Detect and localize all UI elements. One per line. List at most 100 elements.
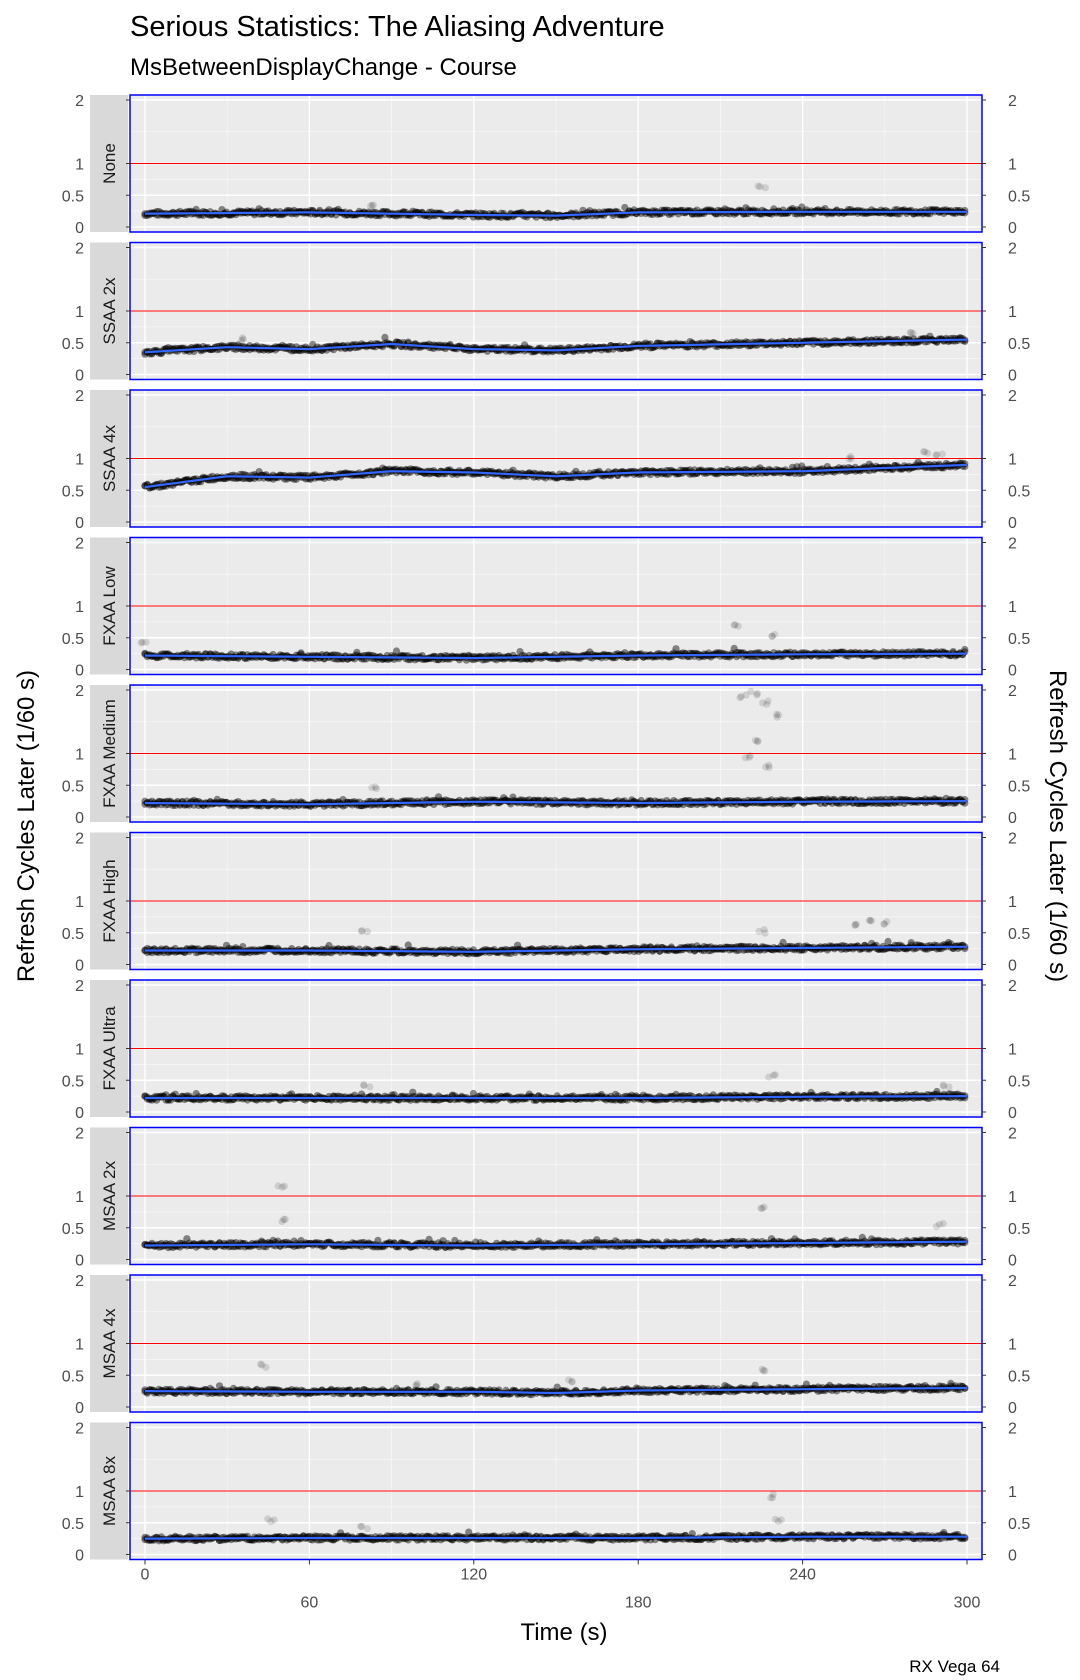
outlier-point (754, 182, 762, 190)
outlier-point (772, 710, 781, 719)
data-point (821, 205, 829, 213)
chart-title: Serious Statistics: The Aliasing Adventu… (130, 11, 665, 43)
y-tick-label-right: 1 (1008, 599, 1017, 616)
y-tick-label-right: 0.5 (1008, 926, 1030, 943)
data-point (334, 205, 342, 213)
outlier-point (919, 448, 928, 456)
y-tick-label-left: 0.5 (62, 631, 84, 648)
y-tick-label-left: 2 (75, 536, 84, 553)
y-tick-label-left: 2 (75, 831, 84, 848)
y-tick-label-left: 1 (75, 894, 84, 911)
y-tick-label-right: 2 (1008, 241, 1017, 258)
y-tick-label-left: 2 (75, 93, 84, 110)
y-tick-label-left: 1 (75, 157, 84, 174)
y-tick-label-right: 1 (1008, 747, 1017, 764)
y-tick-label-right: 0 (1008, 220, 1017, 237)
y-tick-label-left: 0.5 (62, 778, 84, 795)
y-tick-label-left: 0.5 (62, 926, 84, 943)
facet-strip-label: None (100, 143, 119, 184)
outlier-point (909, 330, 917, 338)
y-tick-label-left: 2 (75, 388, 84, 405)
y-tick-label-left: 1 (75, 599, 84, 616)
data-point (579, 206, 587, 214)
outlier-point (867, 917, 876, 925)
y-tick-label-right: 0.5 (1008, 336, 1030, 353)
data-point (192, 205, 200, 213)
facet-strip-label: FXAA Medium (100, 699, 119, 808)
outlier-point (851, 921, 859, 929)
outlier-point (368, 201, 376, 209)
data-point (164, 344, 172, 352)
y-tick-label-right: 2 (1008, 831, 1017, 848)
outlier-point (932, 452, 940, 460)
facet-strip-label: FXAA High (100, 859, 119, 942)
y-tick-label-right: 0.5 (1008, 778, 1030, 795)
y-tick-label-left: 1 (75, 452, 84, 469)
data-point (621, 203, 629, 212)
y-tick-label-left: 2 (75, 241, 84, 258)
outlier-point (938, 450, 946, 458)
data-point (770, 205, 778, 213)
facet-panel: SSAA 4x0 00.5 0.51 12 2 (62, 388, 1031, 532)
data-point (309, 340, 317, 349)
y-tick-label-right: 0.5 (1008, 483, 1030, 500)
outlier-point (847, 452, 855, 461)
y-tick-label-left: 0 (75, 663, 84, 680)
y-tick-label-left: 0 (75, 515, 84, 532)
y-tick-label-right: 0 (1008, 368, 1017, 385)
data-point (788, 204, 797, 213)
data-point (521, 341, 529, 349)
outlier-point (762, 763, 770, 771)
outlier-point (142, 638, 150, 646)
y-tick-label-left: 0.5 (62, 188, 84, 205)
y-tick-label-right: 0 (1008, 958, 1017, 975)
y-tick-label-right: 2 (1008, 536, 1017, 553)
outlier-point (745, 753, 753, 761)
data-point (325, 206, 333, 214)
y-tick-label-right: 0 (1008, 515, 1017, 532)
facet-strip-label: FXAA Ultra (100, 1006, 119, 1091)
y-tick-label-right: 1 (1008, 304, 1017, 321)
outlier-point (366, 202, 375, 210)
outlier-point (369, 201, 377, 209)
facet-strip-label: SSAA 2x (100, 277, 119, 345)
data-point (446, 340, 454, 349)
outlier-point (734, 622, 742, 630)
data-point (721, 205, 729, 213)
data-point (278, 341, 286, 349)
outlier-point (237, 337, 246, 345)
outlier-point (756, 183, 764, 191)
outlier-point (880, 920, 888, 928)
y-tick-label-left: 0 (75, 810, 84, 827)
data-point (586, 207, 594, 215)
y-tick-label-left: 2 (75, 683, 84, 700)
y-tick-label-left: 0.5 (62, 336, 84, 353)
facet-strip-label: FXAA Low (100, 566, 119, 646)
y-tick-label-left: 0 (75, 958, 84, 975)
y-tick-label-right: 1 (1008, 452, 1017, 469)
outlier-point (358, 927, 366, 935)
data-point (255, 205, 263, 213)
data-point (518, 208, 526, 216)
outlier-point (759, 699, 767, 707)
data-point (961, 206, 969, 215)
y-tick-label-right: 2 (1008, 93, 1017, 110)
data-point (381, 333, 389, 341)
y-tick-label-right: 0 (1008, 663, 1017, 680)
chart-subtitle: MsBetweenDisplayChange - Course (130, 54, 517, 81)
data-point (218, 206, 226, 214)
facet-panel: SSAA 2x 0 0 0.5 0.5 1 1 2 2 (62, 241, 1031, 385)
outlier-point (753, 738, 762, 746)
y-tick-label-left: 0 (75, 368, 84, 385)
outlier-point (771, 630, 779, 639)
y-tick-label-left: 1 (75, 304, 84, 321)
data-point (961, 645, 969, 654)
outlier-point (736, 694, 744, 702)
